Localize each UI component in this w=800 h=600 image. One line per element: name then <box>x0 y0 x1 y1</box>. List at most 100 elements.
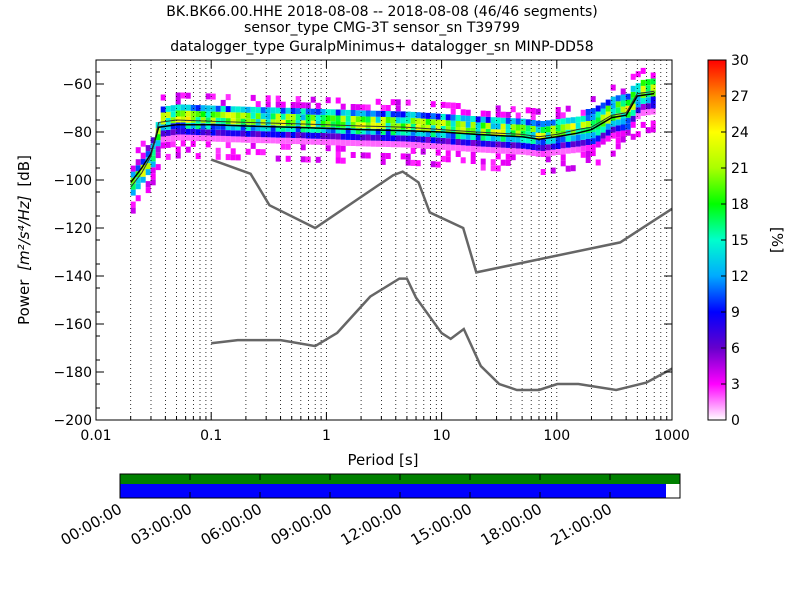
heatmap-cell <box>180 128 186 135</box>
heatmap-cell <box>160 142 166 149</box>
heatmap-cell <box>400 141 406 148</box>
heatmap-cell <box>190 110 196 117</box>
heatmap-cell <box>215 147 221 154</box>
heatmap-cell <box>155 164 161 171</box>
heatmap-cell <box>395 141 401 148</box>
heatmap-cell <box>510 130 516 137</box>
heatmap-cell <box>500 159 506 166</box>
heatmap-cell <box>280 143 286 150</box>
heatmap-cell <box>505 117 511 124</box>
heatmap-cell <box>340 145 346 152</box>
colorbar-tick-label: 0 <box>731 413 740 429</box>
heatmap-cell <box>240 112 246 119</box>
heatmap-cell <box>230 112 236 119</box>
heatmap-cell <box>610 120 616 127</box>
heatmap-cell <box>430 125 436 132</box>
timeline-tick-label: 18:00:00 <box>478 500 545 549</box>
heatmap-cell <box>195 105 201 112</box>
heatmap-cell <box>315 114 321 121</box>
y-tick-label: −180 <box>54 365 92 381</box>
timeline-tick-label: 09:00:00 <box>268 500 335 549</box>
colorbar-tick-label: 30 <box>731 53 749 69</box>
heatmap-cell <box>375 122 381 129</box>
heatmap-cell <box>280 125 286 132</box>
heatmap-cell <box>545 156 551 163</box>
heatmap-cell <box>360 116 366 123</box>
heatmap-cell <box>380 140 386 147</box>
heatmap-cell <box>175 98 181 105</box>
heatmap-cell <box>230 106 236 113</box>
heatmap-cell <box>360 110 366 117</box>
heatmap-cell <box>560 118 566 125</box>
heatmap-cell <box>600 120 606 127</box>
heatmap-cell <box>300 102 306 109</box>
heatmap-cell <box>495 105 501 112</box>
heatmap-cell <box>440 155 446 162</box>
heatmap-cell <box>165 135 171 142</box>
heatmap-cell <box>380 128 386 135</box>
heatmap-cell <box>130 189 136 196</box>
heatmap-cell <box>415 118 421 125</box>
heatmap-cell <box>610 150 616 157</box>
heatmap-cell <box>600 138 606 145</box>
heatmap-cell <box>405 135 411 142</box>
heatmap-cell <box>395 105 401 112</box>
heatmap-cell <box>165 153 171 160</box>
heatmap-cell <box>220 117 226 124</box>
heatmap-cell <box>410 147 416 154</box>
heatmap-cell <box>300 144 306 151</box>
heatmap-cell <box>255 113 261 120</box>
heatmap-cell <box>410 129 416 136</box>
heatmap-cell <box>465 133 471 140</box>
period-gridlines <box>130 60 668 420</box>
heatmap-cell <box>325 115 331 122</box>
heatmap-cell <box>485 134 491 141</box>
heatmap-cell <box>370 110 376 117</box>
heatmap-cell <box>475 146 481 153</box>
heatmap-cell <box>260 119 266 126</box>
heatmap-cell <box>410 159 416 166</box>
heatmap-cell <box>535 144 541 151</box>
heatmap-cell <box>635 131 641 138</box>
heatmap-cell <box>535 150 541 157</box>
heatmap-cell <box>585 139 591 145</box>
x-tick-label: 0.01 <box>80 428 111 444</box>
heatmap-cell <box>470 134 476 140</box>
colorbar-tick-label: 3 <box>731 377 740 393</box>
heatmap-cell <box>175 152 181 159</box>
heatmap-cell <box>535 120 541 127</box>
heatmap-cell <box>245 106 251 113</box>
heatmap-cell <box>530 132 536 138</box>
heatmap-cell <box>280 119 286 126</box>
heatmap-cell <box>240 130 246 137</box>
heatmap-cell <box>205 129 211 136</box>
heatmap-cell <box>160 106 166 113</box>
heatmap-cell <box>160 124 166 131</box>
heatmap-cell <box>190 116 196 123</box>
heatmap-cell <box>450 132 456 139</box>
heatmap-cell <box>640 121 646 128</box>
heatmap-cell <box>150 155 156 162</box>
heatmap-cell <box>225 136 231 143</box>
heatmap-cell <box>640 85 646 92</box>
heatmap-cell <box>260 149 266 156</box>
heatmap-cell <box>235 106 241 113</box>
heatmap-cell <box>280 101 286 108</box>
heatmap-cell <box>385 153 391 159</box>
heatmap-cell <box>325 139 331 146</box>
heatmap-cell <box>640 79 646 86</box>
heatmap-cell <box>515 148 521 155</box>
heatmap-cell <box>290 126 296 132</box>
chart-title-line-2: sensor_type CMG-3T sensor_sn T39799 <box>244 20 520 36</box>
heatmap-cell <box>220 129 226 136</box>
heatmap-cell <box>570 165 576 172</box>
heatmap-cell <box>190 122 196 129</box>
heatmap-cell <box>585 133 591 139</box>
heatmap-cell <box>480 164 486 171</box>
heatmap-cell <box>565 117 571 124</box>
heatmap-cell <box>155 134 161 141</box>
heatmap-cell <box>565 129 571 136</box>
heatmap-cell <box>315 120 321 127</box>
heatmap-cell <box>345 121 351 128</box>
heatmap-cell <box>545 126 551 133</box>
